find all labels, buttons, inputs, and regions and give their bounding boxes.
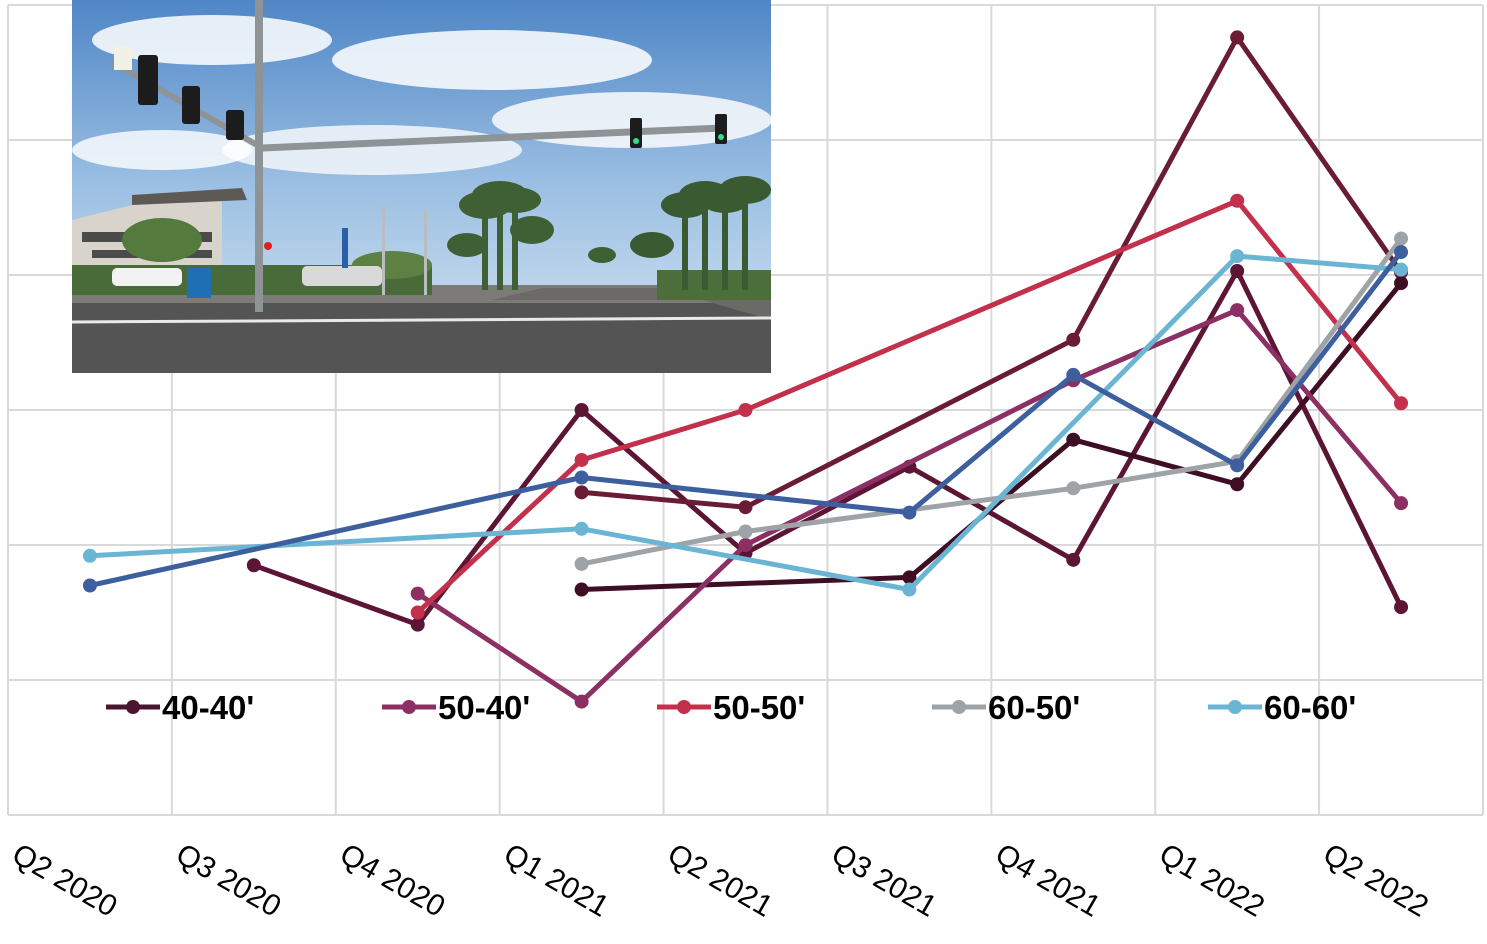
- data-point: [1230, 477, 1245, 492]
- series-6: [82, 249, 1409, 597]
- data-point: [1394, 262, 1409, 277]
- data-point: [1394, 231, 1409, 246]
- legend-item: 60-60': [1208, 689, 1356, 726]
- beach-intersection-photo-icon: [72, 0, 771, 373]
- data-point: [1394, 396, 1409, 411]
- data-point: [738, 500, 753, 515]
- legend-swatch-marker: [402, 700, 416, 714]
- series-layer: [82, 30, 1409, 709]
- data-point: [1230, 303, 1245, 318]
- data-point: [738, 538, 753, 552]
- data-point: [246, 558, 261, 573]
- data-point: [82, 578, 97, 593]
- data-point: [1394, 245, 1409, 260]
- legend-item: 50-50': [657, 689, 805, 726]
- legend-label: 40-40': [162, 689, 254, 726]
- data-point: [574, 521, 589, 536]
- data-point: [902, 582, 917, 597]
- legend-label: 50-40': [438, 689, 530, 726]
- data-point: [1066, 481, 1081, 496]
- data-point: [574, 582, 589, 597]
- legend-label: 60-50': [988, 689, 1080, 726]
- data-point: [574, 470, 589, 485]
- x-tick-label: Q4 2020: [334, 837, 450, 923]
- x-tick-label: Q4 2021: [990, 837, 1106, 923]
- data-point: [738, 524, 753, 539]
- series-2: [574, 276, 1409, 597]
- series-line: [89, 250, 1404, 588]
- data-point: [1066, 552, 1081, 567]
- data-point: [574, 485, 589, 500]
- data-point: [1066, 332, 1081, 347]
- x-tick-label: Q3 2021: [826, 837, 942, 923]
- data-point: [902, 570, 917, 585]
- data-point: [1230, 30, 1245, 45]
- x-tick-label: Q1 2022: [1154, 837, 1270, 923]
- x-axis-tick-labels: Q2 2020 Q3 2020 Q4 2020 Q1 2021 Q2 2021 Q3 20…: [6, 837, 1433, 923]
- data-point: [1394, 600, 1409, 615]
- data-point: [82, 548, 97, 563]
- data-point: [410, 617, 425, 632]
- x-tick-label: Q3 2020: [170, 837, 286, 923]
- x-tick-label: Q2 2022: [1318, 837, 1434, 923]
- data-point: [1066, 367, 1081, 382]
- legend: 40-40' 50-40' 50-50' 60-50' 60-60': [106, 689, 1356, 726]
- x-tick-label: Q1 2021: [498, 837, 614, 923]
- legend-label: 50-50': [713, 689, 805, 726]
- data-point: [574, 694, 589, 709]
- legend-item: 40-40': [106, 689, 254, 726]
- beach-intersection-photo: [72, 0, 771, 373]
- data-point: [1230, 193, 1245, 208]
- data-point: [574, 403, 589, 417]
- legend-swatch-marker: [126, 700, 140, 714]
- data-point: [574, 556, 589, 571]
- data-point: [1394, 276, 1409, 291]
- data-point: [1066, 432, 1081, 447]
- data-point: [410, 605, 425, 620]
- x-tick-label: Q2 2020: [6, 837, 122, 923]
- legend-swatch-marker: [677, 700, 691, 714]
- series-line: [416, 307, 1404, 705]
- series-7: [82, 245, 1409, 593]
- data-point: [1394, 496, 1409, 511]
- legend-item: 50-40': [382, 689, 530, 726]
- x-tick-label: Q2 2021: [662, 837, 778, 923]
- legend-swatch-marker: [952, 700, 966, 714]
- legend-label: 60-60': [1264, 689, 1356, 726]
- data-point: [738, 403, 753, 417]
- legend-swatch-marker: [1228, 700, 1242, 714]
- series-4: [410, 193, 1409, 620]
- data-point: [1230, 249, 1245, 264]
- data-point: [1230, 458, 1245, 473]
- legend-item: 60-50': [932, 689, 1080, 726]
- data-point: [902, 505, 917, 520]
- data-point: [574, 452, 589, 467]
- data-point: [1230, 263, 1245, 278]
- data-point: [410, 586, 425, 601]
